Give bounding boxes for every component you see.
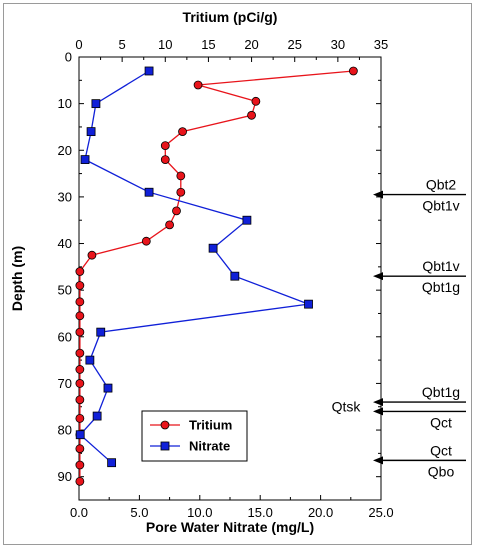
tritium-point (75, 395, 85, 405)
y-tick-label: 30 (58, 189, 72, 204)
nitrate-point (103, 383, 113, 393)
tritium-point (75, 267, 85, 276)
top-axis-title: Tritium (pCi/g) (183, 9, 278, 25)
legend-label-tritium: Tritium (189, 418, 232, 433)
tritium-point (75, 327, 85, 337)
tritium-point (165, 220, 175, 230)
nitrate-point (91, 99, 101, 109)
tritium-point (75, 413, 85, 423)
tritium-point (176, 171, 186, 181)
tritium-point (75, 297, 85, 307)
tritium-point (75, 460, 85, 470)
series-line-nitrate (79, 70, 309, 464)
bottom-tick-label: 15.0 (248, 505, 273, 520)
annotation-arrowhead (373, 272, 383, 281)
nitrate-point (96, 327, 106, 337)
tritium-point (176, 187, 186, 197)
top-tick-label: 20 (244, 37, 258, 52)
tritium-point (348, 66, 358, 76)
tritium-point (251, 96, 261, 106)
y-tick-label: 50 (58, 283, 72, 298)
bottom-tick-label: 25.0 (368, 505, 393, 520)
y-tick-label: 80 (58, 423, 72, 438)
y-tick-label: 10 (58, 96, 72, 111)
y-tick-label: 0 (65, 50, 72, 65)
tritium-point (160, 155, 170, 164)
top-tick-label: 15 (201, 37, 215, 52)
nitrate-point (85, 355, 95, 365)
annotation-above-label: Qbt2 (426, 177, 457, 193)
tritium-point (75, 476, 85, 486)
side-label-qtsk: Qtsk (332, 399, 362, 415)
tritium-point (87, 250, 97, 260)
bottom-axis-title: Pore Water Nitrate (mg/L) (146, 519, 314, 535)
legend-marker-tritium (160, 420, 170, 430)
annotation-arrowhead (373, 456, 383, 465)
annotation-below-label: Qbo (428, 463, 455, 479)
nitrate-point (144, 187, 154, 197)
tritium-point (75, 281, 85, 290)
annotation-arrowhead (373, 407, 383, 416)
tritium-point (193, 80, 203, 90)
tritium-point (75, 348, 85, 358)
y-tick-label: 60 (58, 329, 72, 344)
top-tick-label: 25 (287, 37, 301, 52)
nitrate-point (107, 458, 117, 468)
tritium-point (141, 236, 151, 246)
bottom-tick-label: 0.0 (70, 505, 88, 520)
annotation-above-label: Qbt1g (422, 384, 460, 400)
tritium-point (247, 110, 256, 120)
tritium-point (75, 379, 85, 388)
tritium-point (178, 127, 187, 137)
y-axis-title: Depth (m) (9, 246, 25, 311)
top-tick-label: 30 (331, 37, 345, 52)
tritium-point (160, 141, 170, 151)
tritium-point (75, 444, 85, 454)
nitrate-point (230, 271, 240, 281)
bottom-tick-label: 10.0 (187, 505, 212, 520)
bottom-tick-label: 20.0 (308, 505, 333, 520)
nitrate-point (208, 243, 218, 253)
nitrate-point (304, 299, 313, 309)
nitrate-point (92, 411, 102, 421)
nitrate-point (86, 127, 96, 137)
nitrate-point (80, 155, 90, 164)
annotation-above-label: Qct (430, 442, 452, 458)
tritium-point (75, 365, 85, 374)
top-tick-label: 0 (75, 37, 82, 52)
nitrate-point (75, 430, 85, 440)
legend-marker-nitrate (160, 441, 170, 451)
nitrate-point (144, 66, 154, 76)
legend-box (141, 410, 248, 462)
legend-label-nitrate: Nitrate (189, 439, 230, 454)
annotation-arrowhead (373, 190, 383, 199)
bottom-tick-label: 5.0 (130, 505, 148, 520)
tritium-point (75, 311, 85, 321)
top-tick-label: 35 (374, 37, 388, 52)
annotation-arrowhead (373, 398, 383, 407)
annotation-below-label: Qbt1v (422, 198, 459, 214)
y-tick-label: 70 (58, 376, 72, 391)
top-tick-label: 5 (119, 37, 126, 52)
annotation-below-label: Qbt1g (422, 279, 460, 295)
y-tick-label: 90 (58, 469, 72, 484)
nitrate-point (242, 215, 252, 225)
y-tick-label: 20 (58, 143, 72, 158)
annotation-below-label: Qct (430, 414, 452, 430)
annotation-above-label: Qbt1v (422, 258, 459, 274)
top-tick-label: 10 (158, 37, 172, 52)
y-tick-label: 40 (58, 236, 72, 251)
tritium-point (172, 206, 181, 216)
